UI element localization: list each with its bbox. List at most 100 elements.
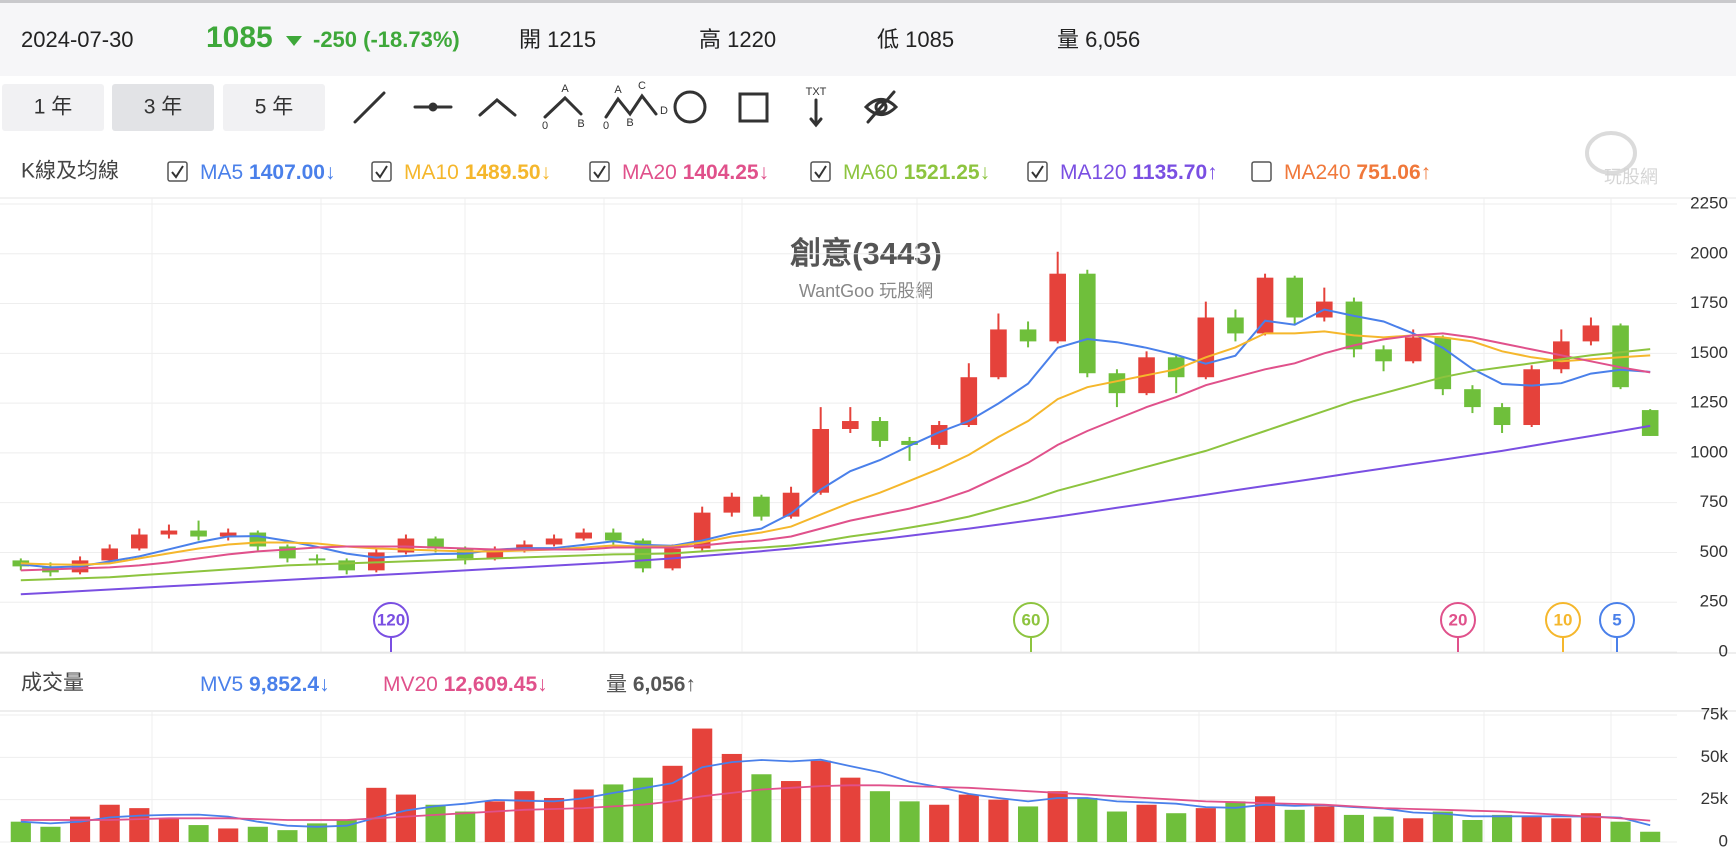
volume-bar [395,794,417,842]
range-button[interactable] [2,84,104,131]
y-tick-label: 500 [1700,542,1728,561]
legend-entry: MA10 1489.50↓ [404,161,551,184]
volume-bar [929,804,950,842]
volume-bar [1077,797,1098,842]
legend-checkbox[interactable] [1251,161,1272,182]
volume-bar [40,826,61,842]
ohlc: 開 1215 [519,27,596,52]
candle-body [842,421,859,429]
ohlc: 低 1085 [877,27,954,52]
volume-bar [1462,819,1483,842]
legend-entry: MA120 1135.70↑ [1060,161,1218,184]
circle-tool[interactable] [673,90,707,124]
legend-checkbox[interactable] [371,161,392,182]
volume-bar [988,799,1009,842]
candle-body [1404,337,1422,362]
legend-arrow: ↓ [319,673,330,696]
ohlc: 量 6,056 [1057,27,1140,52]
volume-bar [1610,821,1631,842]
top-border [0,0,1736,3]
tool-label: B [577,118,584,130]
ma-marker [1013,602,1049,638]
volume-bar [1580,813,1602,842]
legend-checkbox[interactable] [1027,161,1048,182]
volume-bar [218,828,239,842]
volume-bar [1551,818,1572,842]
range-button[interactable] [112,84,214,131]
checkmark [375,165,388,179]
legend-checkbox[interactable] [167,161,188,182]
candle-body [1345,301,1363,350]
drawing-tools[interactable] [353,90,899,128]
candle-body [160,530,178,535]
y-tick-label: 2000 [1690,243,1728,262]
candle-body [1493,407,1511,426]
volume-bar [455,811,476,842]
volume-bar [484,801,505,842]
candle-body [753,496,770,517]
volume-bar [810,760,831,842]
logo-text: 玩股網 [1604,167,1658,187]
legend-name: MV20 [383,673,438,696]
volume-bar [1640,831,1661,842]
ma-line [20,348,1651,582]
rect-tool[interactable] [738,92,769,123]
legend-arrow: ↓ [759,161,770,184]
legend-arrow: ↓ [537,673,548,696]
volume-bar [1403,818,1424,842]
ma-line [20,330,1651,566]
ma-marker-label: 5 [1612,610,1621,629]
volume-bar [1017,806,1039,842]
volume-bar [69,816,91,842]
y-tick-label: 50k [1701,747,1729,766]
y-tick-label: 75k [1701,704,1729,723]
legend-value: 1404.25 [683,161,759,184]
candle-body [249,532,267,547]
volume-bar [751,774,772,842]
volume-bar [366,787,387,842]
logo: 玩股網 [1585,131,1658,187]
tool-label: A [614,84,622,96]
price-legend-title: K線及均線 [21,160,119,183]
volume-bar [158,818,180,842]
legend-name: MA10 [404,161,459,184]
volume-bar [10,821,31,842]
wave-tool[interactable] [543,95,583,119]
volume-bar [869,791,891,842]
candle-body [427,538,444,549]
volume-legend-title: 成交量 [21,672,84,695]
checkmark [171,165,184,179]
ma-line [20,332,1651,572]
line-tool[interactable] [353,91,386,124]
legend-arrow: ↓ [541,161,552,184]
legend-name: 量 [606,673,627,696]
legend-checkbox[interactable] [589,161,610,182]
wave2-tool[interactable] [604,93,658,119]
candle-body [545,538,563,545]
legend-value: 1489.50 [465,161,541,184]
open-label: 開 [519,27,541,52]
legend-arrow: ↑ [1421,161,1432,184]
legend-checkbox[interactable] [810,161,831,182]
volume-bar [247,826,268,842]
angle-tool[interactable] [478,98,517,117]
legend-value: 1135.70 [1132,161,1207,184]
candle-body [1049,273,1066,342]
candle-body [1582,325,1600,342]
volume-bar [662,765,683,842]
candle-body [1523,369,1540,426]
candle-body [1641,410,1659,436]
tool-label: TXT [806,86,827,98]
high-value: 1220 [727,27,776,52]
logo-mark [1585,131,1637,175]
volume-bar [306,823,328,842]
volume-bar [1314,806,1335,842]
legend-name: MV5 [200,673,243,696]
y-tick-label: 1000 [1690,442,1728,461]
range-button[interactable] [223,84,325,131]
ma-line [20,424,1651,596]
candle-body [486,550,504,559]
candle-body [279,546,296,559]
down-triangle [286,36,302,46]
